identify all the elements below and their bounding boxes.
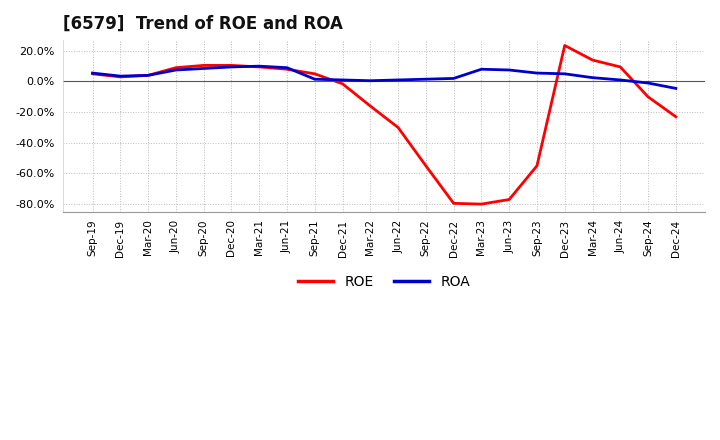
ROE — [588, 57, 597, 62]
ROE — [505, 197, 513, 202]
ROE — [255, 64, 264, 70]
ROA — [366, 78, 374, 83]
Line: ROE: ROE — [93, 45, 676, 204]
Legend: ROE, ROA: ROE, ROA — [293, 269, 475, 294]
ROA — [616, 77, 625, 83]
ROA — [421, 77, 430, 82]
ROE — [449, 201, 458, 206]
Line: ROA: ROA — [93, 66, 676, 88]
ROA — [89, 70, 97, 76]
ROE — [144, 73, 153, 78]
ROE — [421, 163, 430, 169]
ROE — [672, 114, 680, 119]
ROA — [533, 70, 541, 76]
ROE — [616, 64, 625, 70]
ROA — [310, 77, 319, 82]
ROA — [477, 66, 486, 72]
ROE — [227, 63, 235, 68]
ROE — [116, 74, 125, 80]
ROE — [283, 66, 292, 72]
ROA — [144, 73, 153, 78]
ROE — [394, 125, 402, 130]
ROA — [644, 81, 652, 86]
ROE — [533, 163, 541, 169]
ROE — [199, 63, 208, 68]
ROA — [116, 73, 125, 79]
ROA — [199, 66, 208, 71]
ROE — [644, 94, 652, 99]
ROE — [310, 71, 319, 77]
ROA — [672, 86, 680, 91]
ROA — [171, 67, 180, 73]
ROE — [560, 43, 569, 48]
Text: [6579]  Trend of ROE and ROA: [6579] Trend of ROE and ROA — [63, 15, 343, 33]
ROA — [283, 65, 292, 70]
ROA — [588, 75, 597, 81]
ROA — [394, 77, 402, 83]
ROA — [449, 76, 458, 81]
ROE — [338, 81, 347, 86]
ROA — [338, 77, 347, 83]
ROE — [477, 202, 486, 207]
ROA — [505, 67, 513, 73]
ROA — [560, 71, 569, 77]
ROE — [89, 71, 97, 77]
ROA — [255, 63, 264, 69]
ROE — [366, 103, 374, 109]
ROA — [227, 64, 235, 70]
ROE — [171, 65, 180, 70]
